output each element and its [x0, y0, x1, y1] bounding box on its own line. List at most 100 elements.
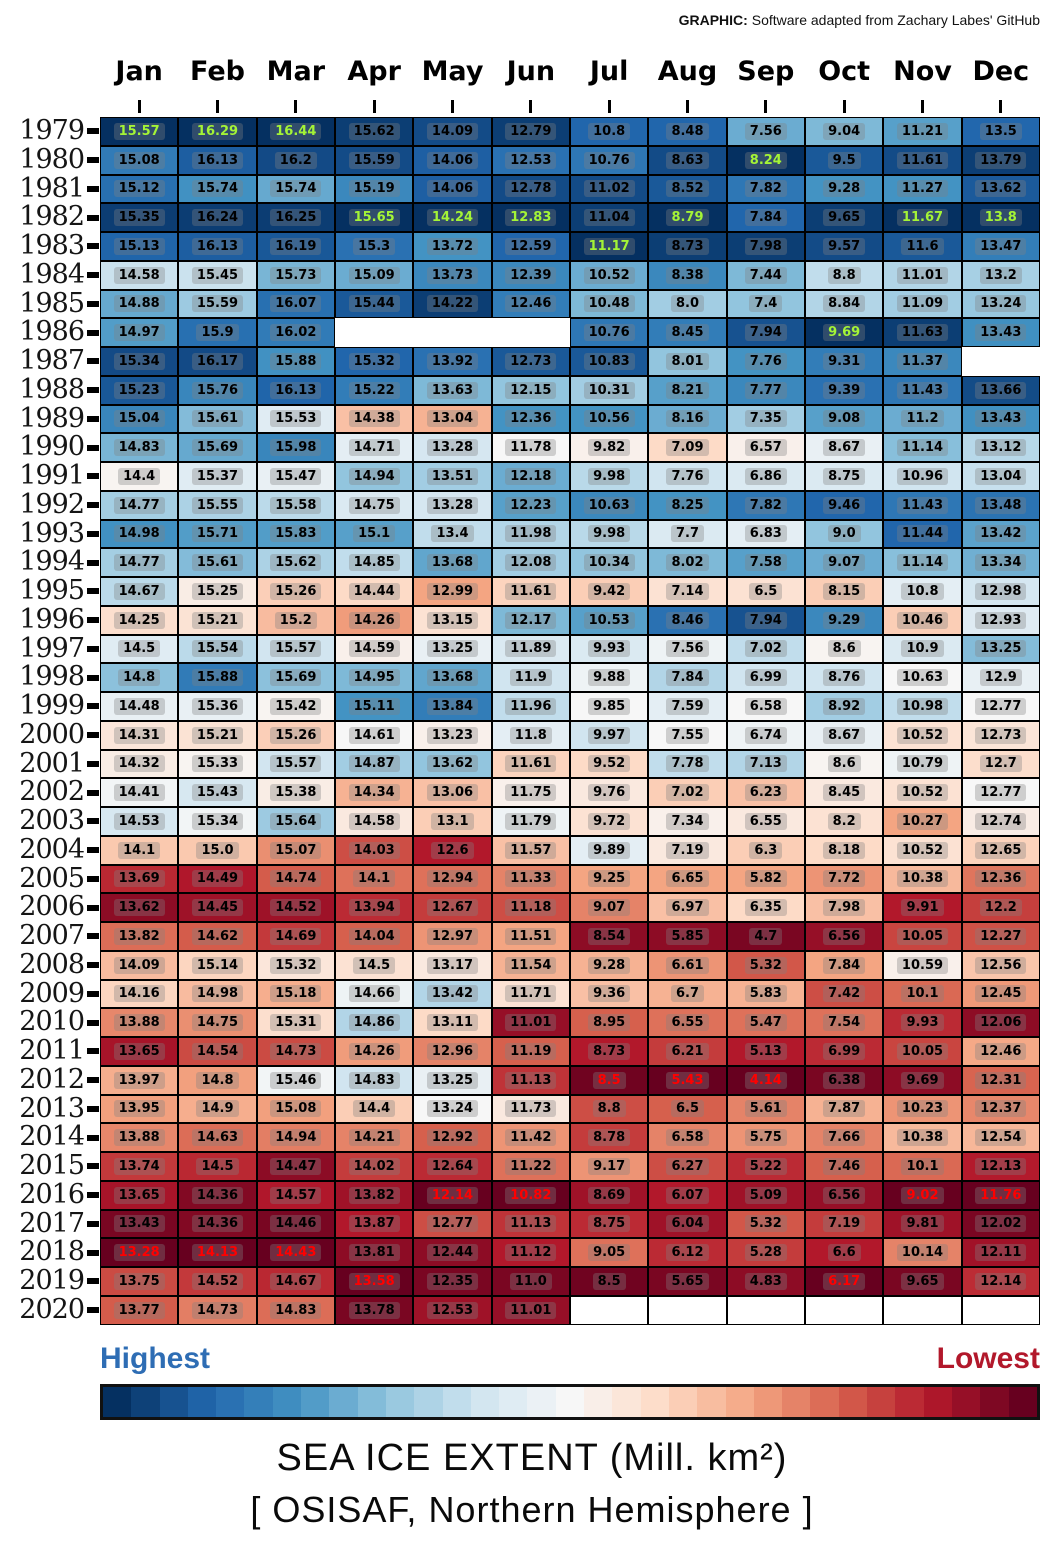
heatmap-cell: 14.8: [100, 663, 179, 692]
heatmap-cell: 11.43: [883, 375, 962, 405]
year-label: 2004: [19, 833, 85, 865]
year-tick-wrap: [84, 750, 100, 779]
cell-value: 6.38: [823, 1071, 866, 1089]
cell-value: 13.58: [348, 1272, 400, 1290]
heatmap-cell: 15.33: [178, 749, 257, 779]
heatmap-cell: 14.24: [413, 203, 492, 232]
heatmap-cell: 7.35: [726, 404, 805, 434]
cell-value: 14.53: [113, 812, 165, 830]
heatmap-cell: 14.61: [335, 720, 414, 750]
cell-value: 13.06: [426, 784, 479, 802]
heatmap-cell: 12.14: [961, 1267, 1040, 1296]
cell-value: 14.5: [196, 1157, 239, 1175]
heatmap-cell: 13.95: [100, 1094, 179, 1124]
cell-value: 15.88: [191, 669, 244, 687]
cell-value: 14.52: [191, 1272, 244, 1290]
heatmap-cell: 15.74: [178, 174, 257, 204]
cell-value: 9.46: [823, 496, 866, 514]
cell-value: 13.28: [426, 439, 479, 457]
heatmap-cell: 8.76: [805, 663, 884, 692]
heatmap-cell: 15.74: [256, 174, 335, 204]
cell-value: 7.87: [823, 1100, 866, 1118]
cell-value: 12.18: [505, 467, 557, 485]
heatmap-cell: 8.52: [648, 174, 727, 204]
year-label: 2012: [19, 1063, 85, 1095]
cell-value: 10.52: [896, 784, 949, 802]
heatmap-cell: 11.12: [491, 1238, 570, 1267]
month-column-header: Sep: [727, 50, 805, 113]
cell-value: 14.22: [426, 295, 479, 313]
cell-value: 5.13: [744, 1042, 787, 1060]
year-row: 2009 14.16 14.98 15.18 14.66 13.42 11.71 9.36 6.…: [0, 979, 1040, 1009]
cell-value: 11.2: [901, 410, 944, 428]
cell-value: 12.54: [975, 1129, 1027, 1147]
cell-value: 13.94: [348, 899, 400, 917]
month-tick-mark: [607, 100, 611, 113]
cell-value: 7.35: [744, 410, 787, 428]
heatmap-cell: 15.61: [178, 548, 257, 577]
cell-value: 14.75: [191, 1014, 244, 1032]
graphic-credit: GRAPHIC: Software adapted from Zachary L…: [679, 12, 1040, 28]
heatmap-cell: 8.6: [805, 749, 884, 779]
chart-title: SEA ICE EXTENT (Mill. km²): [276, 1437, 788, 1479]
year-label: 1980: [19, 143, 85, 175]
heatmap-cell: 14.85: [335, 548, 414, 577]
cell-value: 7.19: [823, 1215, 866, 1233]
month-label: Jan: [115, 56, 163, 87]
heatmap-cell: 9.98: [570, 519, 649, 549]
year-label: 1995: [19, 575, 85, 606]
year-label: 1999: [19, 690, 85, 721]
cell-value: 15.46: [270, 1071, 322, 1089]
heatmap-cell: 5.28: [726, 1238, 805, 1267]
cell-value: 12.73: [505, 352, 557, 370]
heatmap-cell: 9.52: [570, 749, 649, 779]
cell-value: 16.29: [191, 122, 244, 140]
cell-value: 15.47: [270, 467, 322, 485]
heatmap-cell: 12.11: [961, 1238, 1040, 1267]
heatmap-cell: 14.36: [178, 1209, 257, 1239]
cell-value: 14.06: [426, 180, 479, 198]
year-row-cells: 15.34 16.17 15.88 15.32 13.92 12.73 10.83 8.01 7…: [100, 347, 1040, 376]
cell-value: 8.67: [823, 726, 866, 744]
cell-value: 10.31: [583, 381, 635, 399]
cell-value: 8.69: [588, 1186, 631, 1204]
cell-value: 12.08: [505, 554, 557, 572]
heatmap-cell: [335, 318, 414, 347]
cell-value: 6.61: [666, 956, 709, 974]
cell-value: 11.61: [505, 582, 557, 600]
heatmap-cell: 14.38: [335, 404, 414, 434]
cell-value: 5.65: [666, 1272, 709, 1290]
month-label: Jul: [589, 56, 629, 87]
cell-value: 10.38: [896, 1129, 949, 1147]
heatmap-cell: 11.71: [491, 979, 570, 1009]
cell-value: 6.55: [666, 1014, 709, 1032]
cell-value: 11.61: [896, 151, 949, 169]
year-tick-mark: [87, 990, 99, 997]
heatmap-cell: 15.62: [256, 548, 335, 577]
cell-value: 11.73: [505, 1100, 557, 1118]
cell-value: 9.91: [901, 899, 944, 917]
heatmap-cell: 9.97: [570, 720, 649, 750]
heatmap-cell: 13.15: [413, 605, 492, 635]
heatmap-cell: 16.29: [178, 117, 257, 146]
cell-value: 7.66: [823, 1129, 866, 1147]
heatmap-cell: 7.54: [805, 1008, 884, 1037]
heatmap-cell: 14.13: [178, 1238, 257, 1267]
heatmap-cell: 9.42: [570, 577, 649, 606]
year-row: 2017 13.43 14.36 14.46 13.87 12.77 11.13 8.75 6.…: [0, 1209, 1040, 1239]
heatmap-cell: 7.02: [726, 634, 805, 664]
cell-value: 12.96: [426, 1042, 479, 1060]
heatmap-cell: 7.84: [726, 203, 805, 232]
heatmap-cell: 9.98: [570, 462, 649, 491]
year-row-cells: 13.62 14.45 14.52 13.94 12.67 11.18 9.07 6.97 6.…: [100, 893, 1040, 922]
month-column-header: Nov: [883, 50, 961, 113]
cell-value: 15.25: [191, 582, 244, 600]
cell-value: 14.5: [353, 956, 396, 974]
cell-value: 16.13: [191, 151, 244, 169]
heatmap-cell: 7.42: [805, 979, 884, 1009]
cell-value: 13.66: [975, 381, 1027, 399]
heatmap-cell: 14.9: [178, 1094, 257, 1124]
month-label: Mar: [266, 56, 326, 87]
heatmap-cell: 12.59: [491, 232, 570, 261]
colorbar-segment: [612, 1387, 641, 1417]
